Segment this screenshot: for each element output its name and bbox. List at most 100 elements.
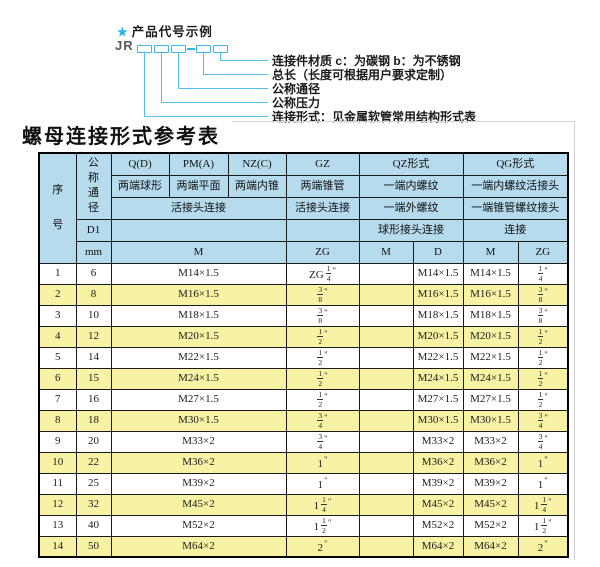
- header-serial-char-2: 号: [52, 219, 64, 232]
- connector-line: [178, 52, 179, 88]
- table-row: 4 12 M20×1.5 1 2 " M20×1.5 M20×1.5 1 2 ": [38, 325, 569, 348]
- table-row: 11 25 M39×2 1" M39×2 M39×2 1": [38, 472, 569, 495]
- code-dash: [187, 48, 195, 50]
- cell-m-thread: M27×1.5: [110, 388, 287, 411]
- cell-gz-taper: 3 8 ": [285, 283, 360, 306]
- header-qz-desc1: 一端内螺纹: [358, 174, 464, 198]
- cell-qg-zg: 1": [517, 451, 569, 474]
- code-label-nominal-pressure: 公称压力: [272, 96, 321, 110]
- table-body: 1 6 M14×1.5 ZG 1 4 " M14×1.5 M14×1.5 1 4 " 2 8 M16×1.5…: [38, 262, 569, 558]
- header-qz-connection: 球形接头连接: [358, 218, 464, 242]
- cell-qz-d: M14×1.5: [412, 262, 464, 285]
- header-col-qz: QZ形式: [358, 152, 464, 176]
- cell-qz-d: M45×2: [412, 493, 464, 516]
- table-row: 7 16 M27×1.5 1 2 " M27×1.5 M27×1.5 1 2 ": [38, 388, 569, 411]
- cell-qz-d: M52×2: [412, 514, 464, 537]
- cell-qg-zg: 3 8 ": [517, 283, 569, 306]
- header-m-qg: M: [462, 240, 519, 264]
- cell-serial: 5: [38, 346, 77, 369]
- cell-qg-zg: 1 2 ": [517, 325, 569, 348]
- table-row: 3 10 M18×1.5 3 8 " M18×1.5 M18×1.5 3 8 ": [38, 304, 569, 327]
- cell-m-thread: M52×2: [110, 514, 287, 537]
- cell-dn-mm: 14: [75, 346, 112, 369]
- cell-qg-zg: 1 1 4 ": [517, 493, 569, 516]
- cell-serial: 8: [38, 409, 77, 432]
- cell-qg-zg: 1 2 ": [517, 346, 569, 369]
- cell-dn-mm: 50: [75, 535, 112, 558]
- table-row: 2 8 M16×1.5 3 8 " M16×1.5 M16×1.5 3 8 ": [38, 283, 569, 306]
- cell-serial: 7: [38, 388, 77, 411]
- header-union-connection: 活接头连接: [110, 196, 287, 220]
- cell-dn-mm: 32: [75, 493, 112, 516]
- cell-qg-m: M33×2: [462, 430, 519, 453]
- cell-serial: 2: [38, 283, 77, 306]
- header-d1: D1: [75, 218, 112, 242]
- header-col-nz: NZ(C): [227, 152, 287, 176]
- cell-qz-d: M33×2: [412, 430, 464, 453]
- cell-serial: 12: [38, 493, 77, 516]
- cell-gz-taper: 3 4 ": [285, 430, 360, 453]
- cell-qz-m: [358, 346, 414, 369]
- cell-qg-zg: 3 8 ": [517, 304, 569, 327]
- header-nz-desc: 两端内锥: [227, 174, 287, 198]
- table-row: 5 14 M22×1.5 1 2 " M22×1.5 M22×1.5 1 2 ": [38, 346, 569, 369]
- table-row: 9 20 M33×2 3 4 " M33×2 M33×2 3 4 ": [38, 430, 569, 453]
- code-label-nominal-diameter: 公称通径: [272, 82, 321, 96]
- cell-dn-mm: 10: [75, 304, 112, 327]
- cell-dn-mm: 12: [75, 325, 112, 348]
- scan-frame-line: [232, 121, 575, 560]
- cell-serial: 14: [38, 535, 77, 558]
- cell-qz-m: [358, 535, 414, 558]
- cell-qg-m: M30×1.5: [462, 409, 519, 432]
- cell-m-thread: M20×1.5: [110, 325, 287, 348]
- header-qg-connection: 连接: [462, 218, 569, 242]
- cell-gz-taper: 1 2 ": [285, 325, 360, 348]
- cell-gz-taper: 1 2 ": [285, 367, 360, 390]
- cell-dn-mm: 8: [75, 283, 112, 306]
- connector-line: [220, 60, 268, 61]
- connector-line: [178, 88, 268, 89]
- cell-qg-zg: 1 2 ": [517, 388, 569, 411]
- cell-qg-zg: 2": [517, 535, 569, 558]
- cell-qg-m: M45×2: [462, 493, 519, 516]
- cell-dn-mm: 6: [75, 262, 112, 285]
- cell-qz-m: [358, 304, 414, 327]
- cell-serial: 4: [38, 325, 77, 348]
- header-qz-desc2: 一端外螺纹: [358, 196, 464, 220]
- table-row: 13 40 M52×2 1 1 2 " M52×2 M52×2 1 1 2 ": [38, 514, 569, 537]
- header-m-qz: M: [358, 240, 414, 264]
- cell-qz-m: [358, 430, 414, 453]
- cell-m-thread: M33×2: [110, 430, 287, 453]
- cell-qg-m: M20×1.5: [462, 325, 519, 348]
- cell-qg-m: M39×2: [462, 472, 519, 495]
- cell-qz-d: M27×1.5: [412, 388, 464, 411]
- cell-m-thread: M22×1.5: [110, 346, 287, 369]
- cell-qg-zg: 3 4 ": [517, 430, 569, 453]
- connector-line: [203, 74, 268, 75]
- header-qg-desc1: 一端内螺纹活接头: [462, 174, 569, 198]
- cell-serial: 1: [38, 262, 77, 285]
- cell-qz-d: M20×1.5: [412, 325, 464, 348]
- cell-serial: 6: [38, 367, 77, 390]
- cell-gz-taper: 1 2 ": [285, 346, 360, 369]
- cell-qz-m: [358, 283, 414, 306]
- header-col-qg: QG形式: [462, 152, 569, 176]
- cell-gz-taper: 1": [285, 451, 360, 474]
- table-row: 14 50 M64×2 2" M64×2 M64×2 2": [38, 535, 569, 558]
- cell-m-thread: M16×1.5: [110, 283, 287, 306]
- cell-qz-d: M16×1.5: [412, 283, 464, 306]
- cell-gz-taper: 3 8 ": [285, 304, 360, 327]
- code-label-total-length: 总长（长度可根据用户要求定制）: [272, 68, 453, 82]
- cell-m-thread: M36×2: [110, 451, 287, 474]
- connector-line: [161, 52, 162, 102]
- cell-m-thread: M14×1.5: [110, 262, 287, 285]
- header-zg-gz: ZG: [285, 240, 360, 264]
- connector-line: [203, 52, 204, 74]
- header-d-qz: D: [412, 240, 464, 264]
- cell-qg-m: M22×1.5: [462, 346, 519, 369]
- cell-qg-m: M52×2: [462, 514, 519, 537]
- connector-line: [144, 52, 145, 116]
- cell-qz-m: [358, 325, 414, 348]
- cell-serial: 13: [38, 514, 77, 537]
- product-code-title-text: 产品代号示例: [131, 25, 213, 39]
